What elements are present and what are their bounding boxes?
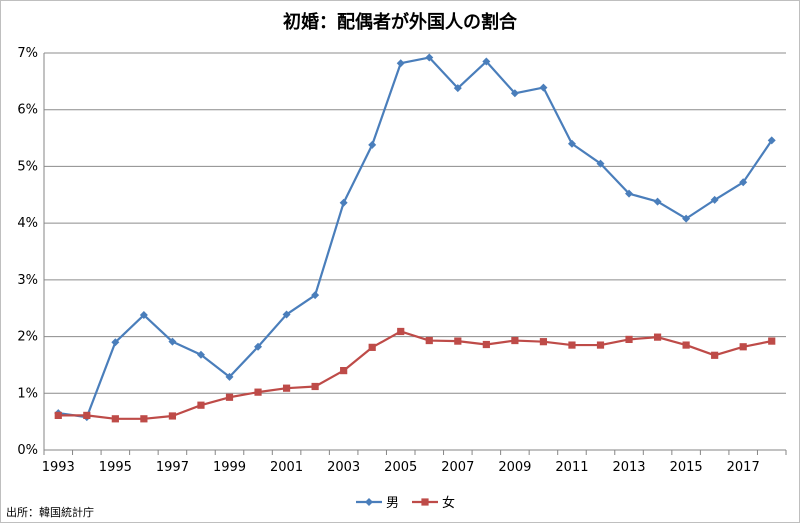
x-tick-label: 2007 [441, 460, 474, 475]
data-point [568, 341, 576, 349]
series-layer [54, 53, 776, 423]
data-point [396, 59, 405, 68]
y-tick-label: 5% [17, 159, 38, 174]
data-point [653, 333, 662, 341]
legend-item: 男 [356, 496, 399, 511]
data-point [453, 84, 462, 93]
data-point [168, 412, 177, 420]
data-point [311, 291, 320, 300]
data-point [539, 83, 548, 92]
y-tick-label: 1% [17, 386, 38, 401]
data-point [425, 53, 434, 62]
series-2 [54, 327, 776, 423]
series-1 [54, 53, 776, 422]
data-point [739, 343, 747, 351]
data-point [653, 197, 662, 206]
data-point [368, 343, 376, 351]
data-point [397, 327, 405, 336]
data-point [197, 401, 205, 409]
data-point [282, 384, 291, 392]
data-point [168, 337, 177, 346]
data-point [282, 310, 291, 319]
data-point [254, 388, 262, 396]
data-point [225, 372, 234, 381]
data-point [482, 57, 491, 66]
x-tick-label: 1993 [42, 460, 75, 475]
y-tick-label: 6% [17, 103, 38, 118]
data-point [510, 89, 519, 98]
data-point [710, 195, 719, 204]
y-axis-tick-labels: 0% 1% 2% 3% 4% 5% 6% 7% [17, 46, 38, 458]
series-line [58, 330, 772, 420]
data-point [625, 335, 633, 344]
x-tick-label: 2013 [612, 460, 645, 475]
legend-label: 女 [442, 495, 455, 511]
axes [43, 53, 787, 455]
data-point [682, 341, 690, 349]
x-tick-label: 2005 [384, 460, 417, 475]
data-point [567, 139, 576, 148]
chart-title: 初婚：配偶者が外国人の割合 [283, 11, 518, 33]
data-point [425, 336, 433, 345]
y-tick-label: 3% [17, 273, 38, 288]
data-point [739, 178, 748, 187]
source-note: 出所：韓国統計庁 [6, 505, 94, 519]
data-point [196, 350, 205, 359]
y-tick-label: 2% [17, 330, 38, 345]
legend-marker [421, 498, 429, 506]
data-point [482, 340, 490, 349]
data-point [596, 159, 605, 168]
data-point [140, 415, 148, 423]
x-tick-label: 2001 [270, 460, 303, 475]
x-tick-label: 1997 [156, 460, 189, 475]
data-point [368, 140, 377, 149]
data-point [111, 415, 119, 423]
data-point [511, 336, 519, 345]
data-point [454, 337, 462, 345]
data-point [625, 189, 634, 198]
y-tick-label: 4% [17, 216, 38, 231]
y-tick-label: 7% [17, 46, 38, 61]
x-tick-label: 2017 [727, 460, 760, 475]
x-tick-label: 1999 [213, 460, 246, 475]
legend-item: 女 [412, 495, 455, 511]
legend-label: 男 [386, 496, 399, 511]
x-tick-label: 2003 [327, 460, 360, 475]
x-tick-label: 2011 [555, 460, 588, 475]
x-tick-label: 2009 [498, 460, 531, 475]
x-tick-label: 2015 [670, 460, 703, 475]
data-point [767, 136, 776, 145]
data-point [539, 338, 548, 346]
x-tick-label: 1995 [99, 460, 132, 475]
data-point [54, 411, 62, 420]
series-line [58, 56, 773, 419]
y-tick-label: 0% [17, 443, 38, 458]
data-point [711, 351, 719, 359]
data-point [254, 342, 263, 351]
data-point [340, 367, 348, 375]
legend-marker [365, 498, 373, 506]
data-point [682, 214, 691, 223]
data-point [83, 411, 91, 420]
data-point [111, 338, 120, 347]
data-point [225, 393, 234, 401]
data-point [139, 311, 148, 320]
data-point [596, 341, 605, 349]
data-point [339, 198, 348, 207]
x-axis-tick-labels: 1993 1995 1997 1999 2001 2003 2005 2007 2009 2011… [42, 460, 760, 475]
legend: 男女 [356, 495, 455, 511]
data-point [311, 382, 319, 391]
data-point [768, 337, 776, 345]
